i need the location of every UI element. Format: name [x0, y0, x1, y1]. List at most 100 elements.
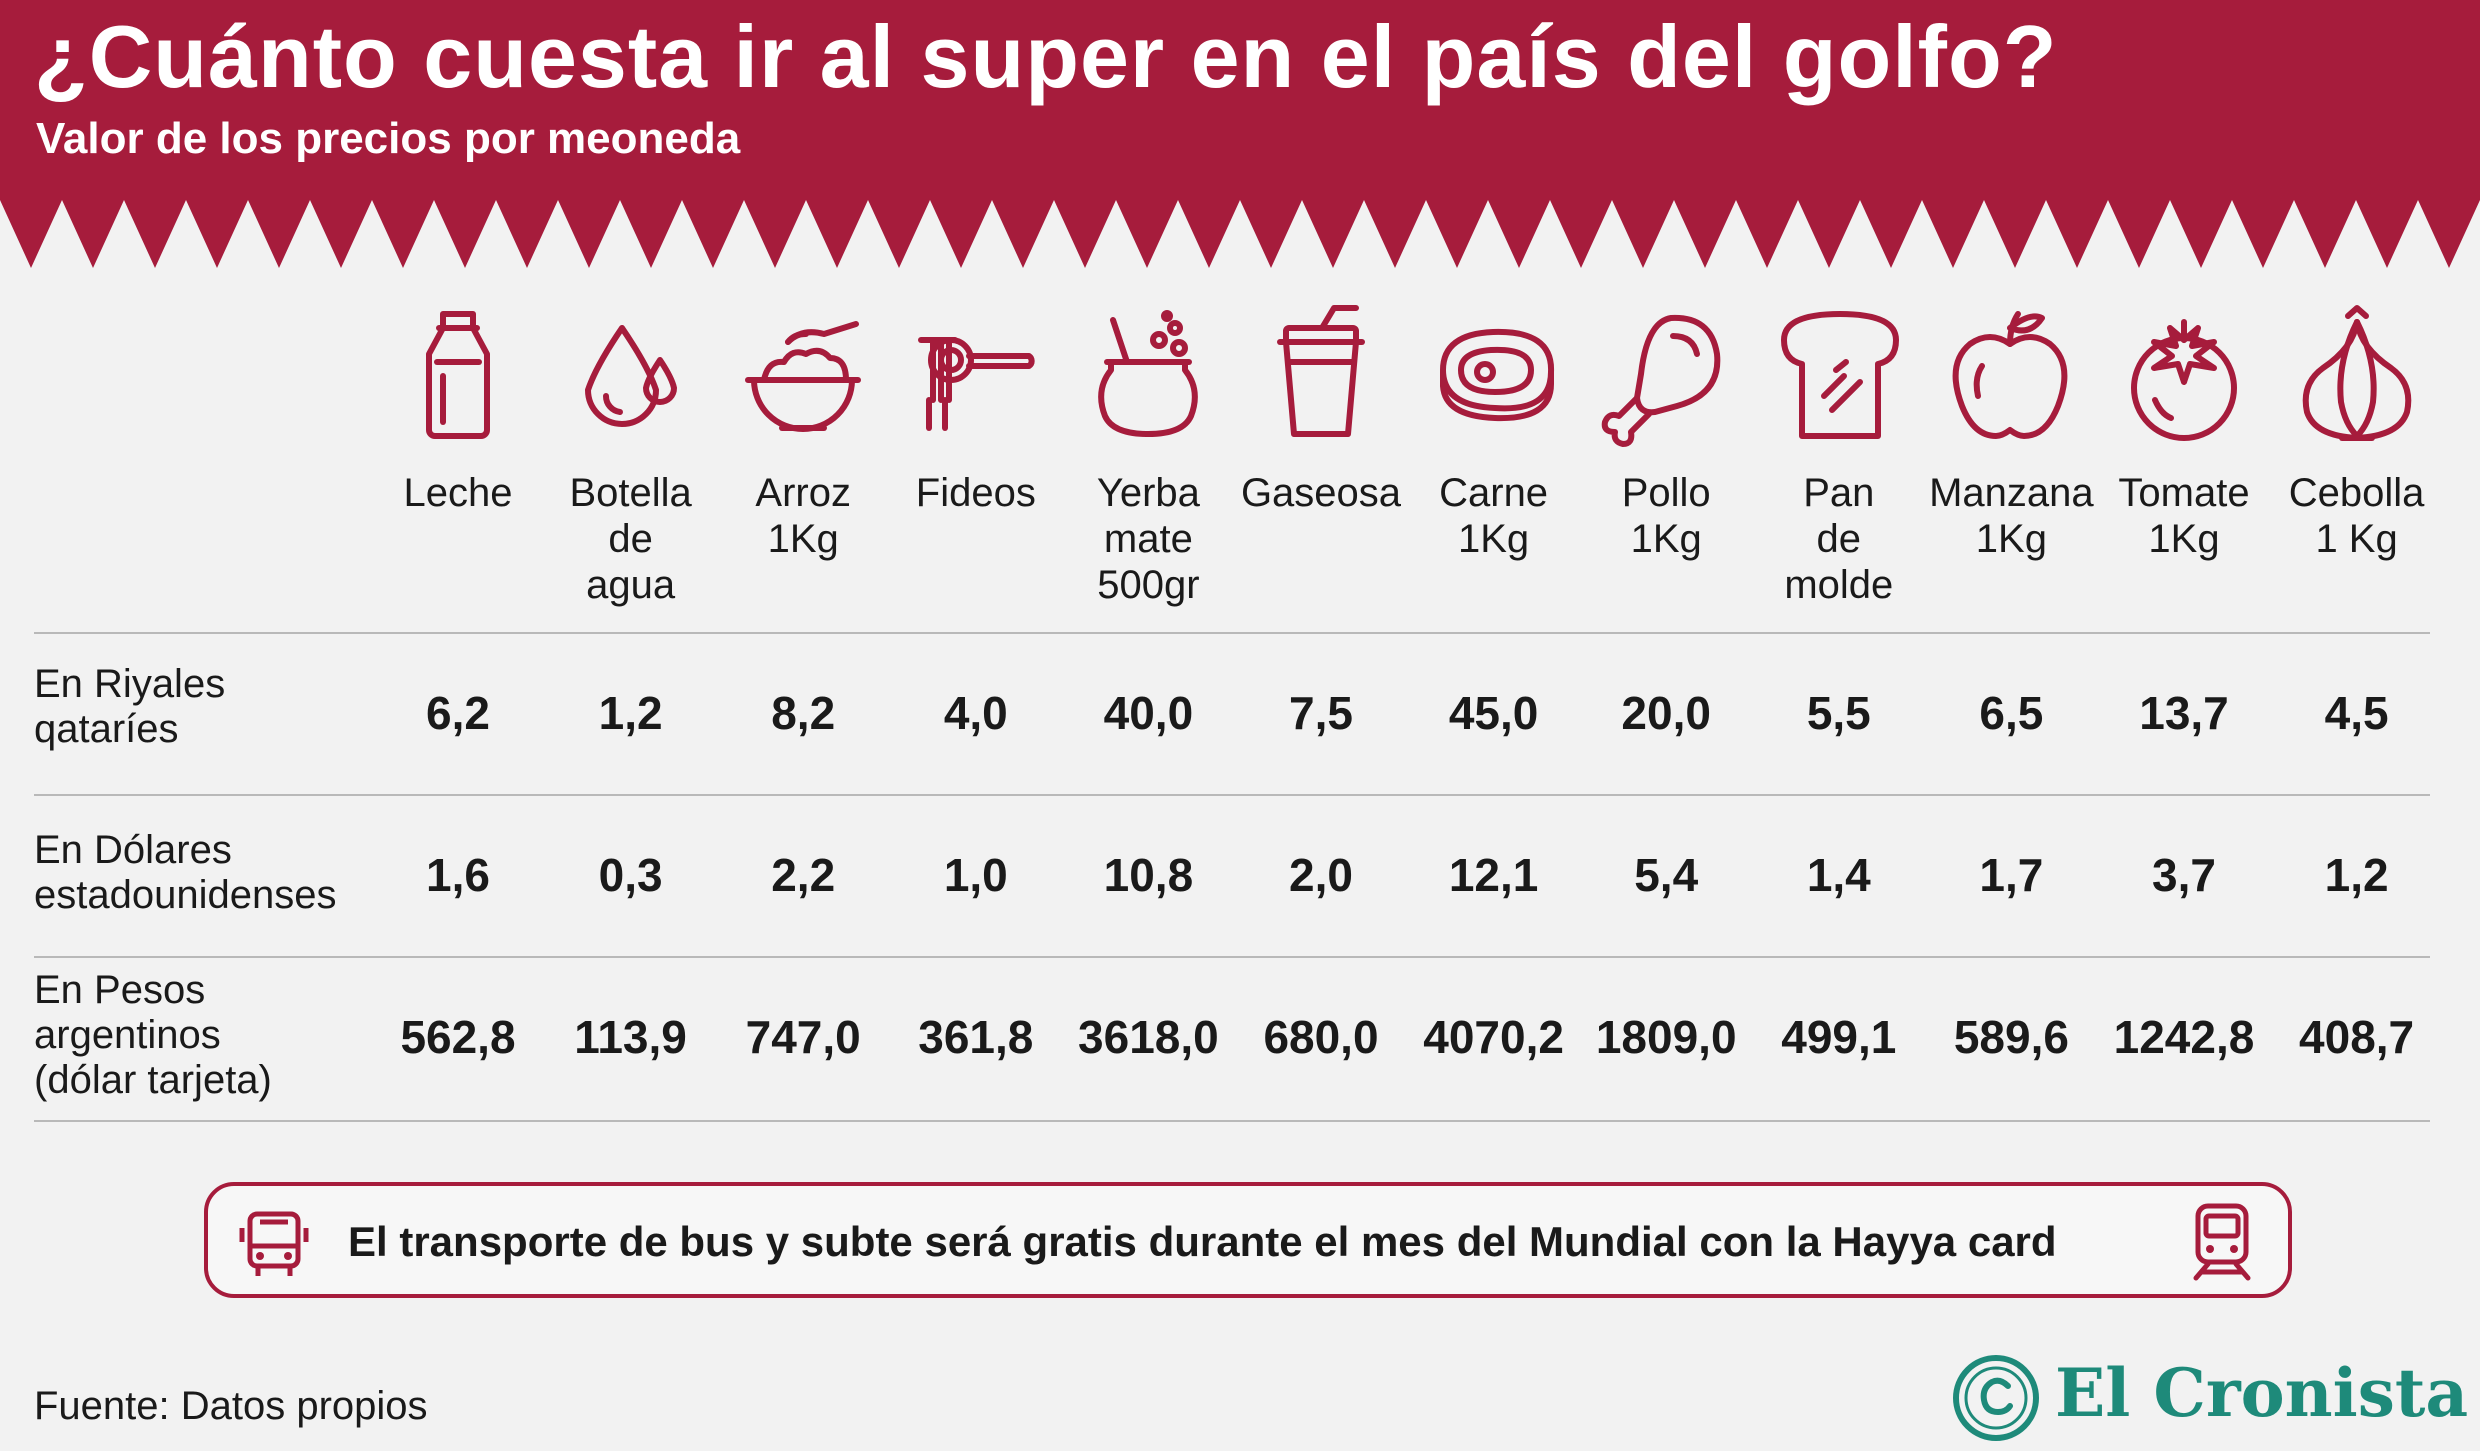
divider: [34, 794, 2430, 796]
product-label-line: 1Kg: [1458, 517, 1530, 561]
price-cell: 1,2: [2324, 849, 2389, 901]
product-label: Leche: [372, 470, 544, 516]
product-label-line: Gaseosa: [1240, 471, 1402, 515]
product-label-line: mate: [1103, 517, 1193, 561]
product-label-line: Botella: [569, 471, 692, 515]
product-label-line: Cebolla: [2288, 471, 2425, 515]
price-cell: 0,3: [598, 849, 663, 901]
product-label: Fideos: [890, 470, 1062, 516]
logo-text: El Cronista: [2055, 1354, 2469, 1432]
divider: [34, 632, 2430, 634]
product-label-line: Manzana: [1929, 471, 2094, 515]
price-cell: 589,6: [1953, 1011, 2069, 1063]
price-cell: 13,7: [2139, 687, 2229, 739]
row-label-line: argentinos: [34, 1013, 221, 1057]
transport-banner: El transporte de bus y subte será gratis…: [204, 1182, 2292, 1298]
bread-slice-icon: [1774, 300, 1904, 450]
train-icon: [2193, 1203, 2251, 1281]
price-cell: 5,5: [1806, 687, 1871, 739]
product-label-line: Leche: [403, 471, 513, 515]
product-label-line: 500gr: [1097, 563, 1200, 607]
product-label-line: Pan: [1803, 471, 1875, 515]
product-label: Manzana 1Kg: [1925, 470, 2097, 562]
product-label: Botella de agua: [545, 470, 717, 608]
price-cell: 1,0: [943, 849, 1008, 901]
soda-cup-icon: [1256, 300, 1386, 450]
banner-text: El transporte de bus y subte será gratis…: [348, 1218, 2057, 1265]
source-note: Fuente: Datos propios: [34, 1384, 428, 1428]
product-label: Carne 1Kg: [1408, 470, 1580, 562]
divider: [34, 956, 2430, 958]
product-label-line: Carne: [1439, 471, 1549, 515]
row-label-line: estadounidenses: [34, 873, 337, 917]
product-label: Tomate 1Kg: [2098, 470, 2270, 562]
price-cell: 45,0: [1448, 687, 1539, 739]
chicken-leg-icon: [1601, 300, 1731, 450]
price-cell: 562,8: [400, 1011, 516, 1063]
product-label-line: 1 Kg: [2315, 517, 2398, 561]
row-label-line: En Pesos: [34, 968, 206, 1012]
price-cell: 4,0: [943, 687, 1008, 739]
page-title: ¿Cuánto cuesta ir al super en el país de…: [34, 7, 2058, 106]
product-label-line: Arroz: [755, 471, 851, 515]
product-label-line: agua: [586, 563, 676, 607]
onion-icon: [2292, 300, 2422, 450]
price-cell: 40,0: [1103, 687, 1194, 739]
price-cell: 2,0: [1289, 849, 1353, 901]
noodles-fork-icon: [911, 300, 1041, 450]
price-cell: 1242,8: [2113, 1011, 2255, 1063]
price-cell: 3,7: [2152, 849, 2216, 901]
product-label-line: 1Kg: [2148, 517, 2220, 561]
product-label-line: Pollo: [1621, 471, 1711, 515]
product-label-line: molde: [1784, 563, 1894, 607]
price-cell: 1,6: [426, 849, 490, 901]
price-cell: 8,2: [771, 687, 836, 739]
price-cell: 5,4: [1634, 849, 1699, 901]
product-label-line: 1Kg: [767, 517, 839, 561]
price-cell: 4,5: [2324, 687, 2389, 739]
price-cell: 3618,0: [1078, 1011, 1219, 1063]
price-cell: 2,2: [771, 849, 836, 901]
milk-bottle-icon: [393, 300, 523, 450]
row-label: En Dólares estadounidenses: [34, 828, 336, 918]
row-label-line: En Dólares: [34, 828, 232, 872]
rice-bowl-icon: [738, 300, 868, 450]
row-label-line: En Riyales: [34, 662, 226, 706]
price-cell: 1,4: [1806, 849, 1871, 901]
product-label: Yerba mate 500gr: [1062, 470, 1234, 608]
price-cell: 680,0: [1263, 1011, 1379, 1063]
tomato-icon: [2119, 300, 2249, 450]
product-label-line: Yerba: [1096, 471, 1200, 515]
price-cell: 408,7: [2299, 1011, 2415, 1063]
mate-gourd-icon: [1083, 300, 1213, 450]
price-cell: 6,5: [1979, 687, 2044, 739]
product-label-line: Fideos: [915, 471, 1036, 515]
product-label-line: 1Kg: [1975, 517, 2047, 561]
price-cell: 12,1: [1448, 849, 1539, 901]
product-label: Cebolla 1 Kg: [2271, 470, 2443, 562]
product-label-line: de: [1816, 517, 1862, 561]
product-label-line: 1Kg: [1630, 517, 1702, 561]
price-cell: 1,2: [598, 687, 663, 739]
steak-icon: [1429, 300, 1559, 450]
price-cell: 1,7: [1979, 849, 2044, 901]
row-label-line: qataríes: [34, 707, 179, 751]
header-banner: ¿Cuánto cuesta ir al super en el país de…: [0, 0, 2480, 270]
price-cell: 113,9: [574, 1011, 687, 1063]
page-subtitle: Valor de los precios por meoneda: [36, 114, 741, 163]
divider: [34, 1120, 2430, 1122]
price-cell: 4070,2: [1423, 1011, 1564, 1063]
product-label: Pan de molde: [1753, 470, 1925, 608]
product-label-line: de: [608, 517, 653, 561]
water-drops-icon: [566, 300, 696, 450]
price-cell: 7,5: [1289, 687, 1353, 739]
price-cell: 361,8: [918, 1011, 1034, 1063]
product-label: Gaseosa: [1235, 470, 1407, 516]
product-label-line: Tomate: [2118, 471, 2250, 515]
row-label: En Riyales qataríes: [34, 662, 225, 752]
price-cell: 20,0: [1621, 687, 1711, 739]
price-cell: 1809,0: [1595, 1011, 1737, 1063]
zigzag-banner-shape: [0, 0, 2480, 268]
price-cell: 499,1: [1781, 1011, 1897, 1063]
product-label: Pollo 1Kg: [1580, 470, 1752, 562]
